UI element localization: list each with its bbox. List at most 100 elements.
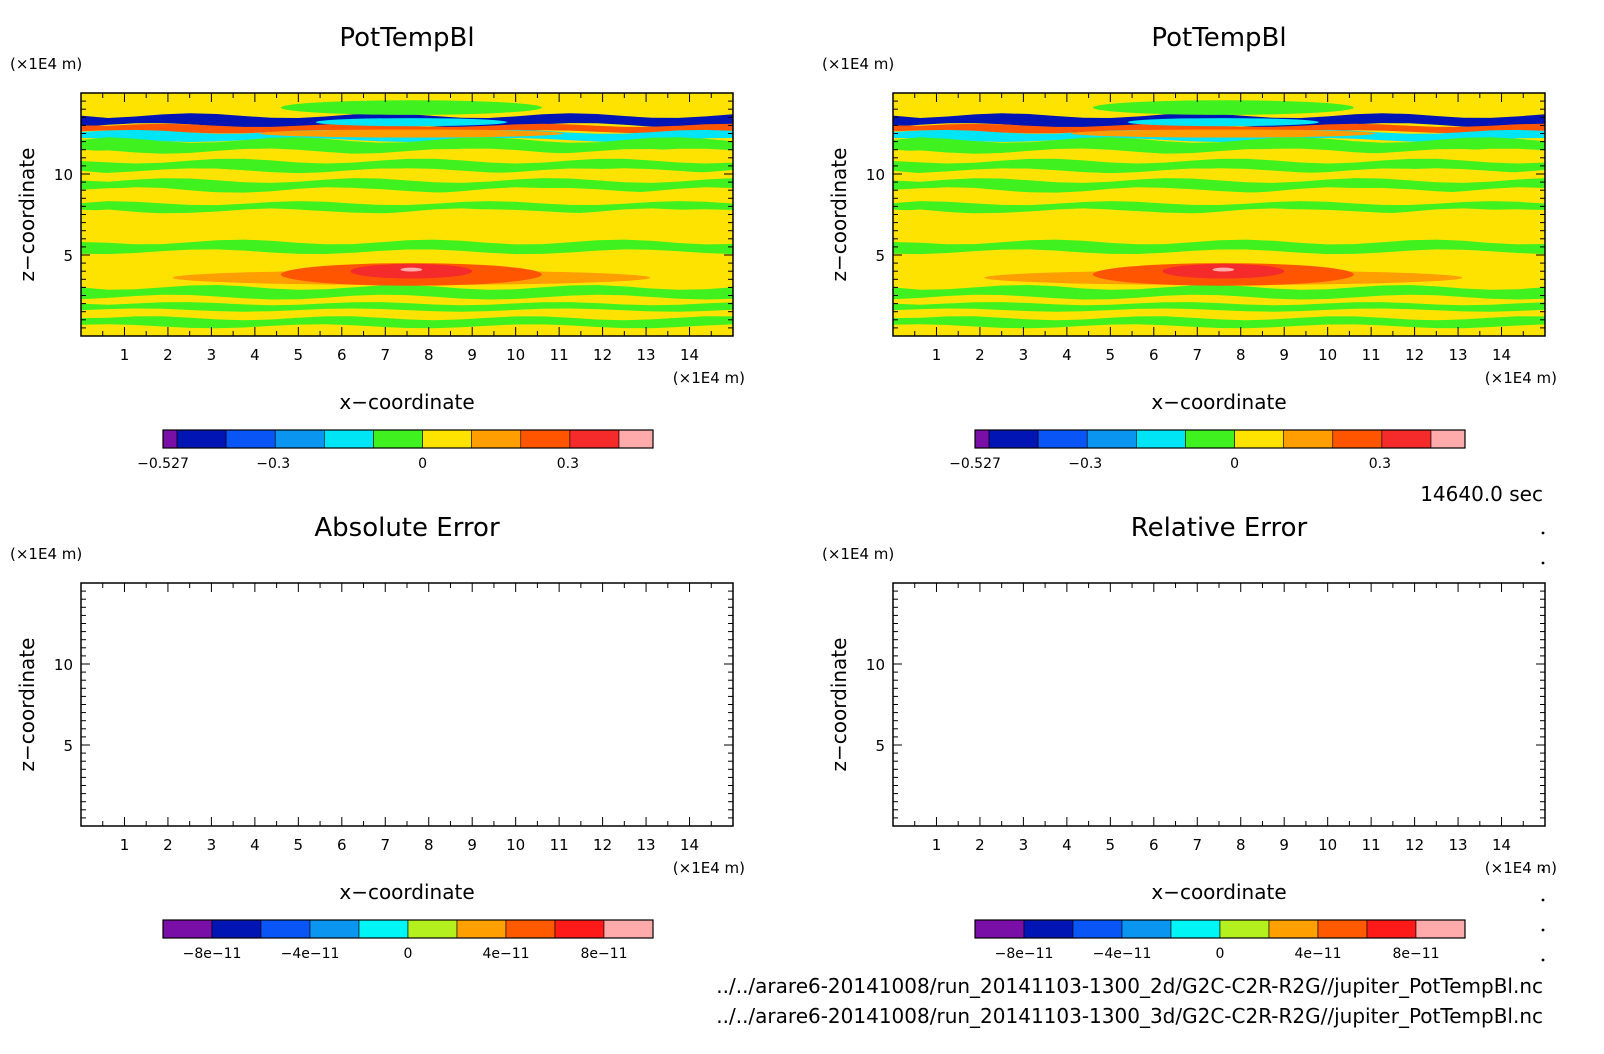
- x-tick-label: 5: [294, 836, 304, 854]
- y-tick-label: 5: [63, 737, 73, 755]
- file-path-2d: ../../arare6-20141008/run_20141103-1300_…: [716, 974, 1543, 998]
- x-tick-label: 10: [1318, 346, 1337, 364]
- x-tick-label: 8: [1236, 836, 1246, 854]
- colorbar-segment: [225, 429, 276, 449]
- x-unit-label: (×1E4 m): [1485, 859, 1557, 877]
- contour-blob: [1212, 267, 1235, 272]
- x-unit-label: (×1E4 m): [1485, 369, 1557, 387]
- colorbar-segment: [176, 429, 227, 449]
- x-unit-label: (×1E4 m): [673, 369, 745, 387]
- colorbar-tick-label: −0.527: [949, 456, 1001, 472]
- contour-band: [893, 285, 1545, 300]
- z-unit-label: (×1E4 m): [10, 545, 82, 563]
- panel-title: PotTempBl: [1151, 23, 1286, 53]
- colorbar-segment: [974, 919, 1025, 939]
- x-tick-label: 14: [680, 836, 699, 854]
- colorbar-tick-label: 0: [1230, 456, 1239, 472]
- edge-dot: [1541, 898, 1545, 902]
- colorbar-tick-label: 0.3: [557, 456, 579, 472]
- colorbar-segment: [162, 429, 178, 449]
- contour-blob: [259, 129, 564, 138]
- colorbar-segment: [1415, 919, 1466, 939]
- contour-field: [81, 583, 733, 826]
- x-tick-label: 7: [1192, 346, 1202, 364]
- colorbar: −0.527 −0.3 0 0.3: [137, 429, 654, 472]
- contour-field: [893, 583, 1545, 826]
- y-tick-label: 10: [54, 166, 73, 184]
- contour-band: [81, 123, 733, 134]
- colorbar-segment: [1219, 919, 1270, 939]
- x-tick-label: 12: [1405, 346, 1424, 364]
- colorbar-frame: [974, 919, 1466, 939]
- x-tick-label: 8: [424, 346, 434, 364]
- z-unit-label: (×1E4 m): [822, 55, 894, 73]
- panel-title: Absolute Error: [314, 513, 500, 543]
- contour-blob: [1092, 100, 1354, 115]
- edge-dot: [1541, 868, 1545, 872]
- x-tick-label: 3: [207, 836, 217, 854]
- x-tick-label: 7: [1192, 836, 1202, 854]
- colorbar-segment: [1170, 919, 1221, 939]
- x-tick-label: 13: [637, 836, 656, 854]
- contour-band: [81, 285, 733, 300]
- colorbar-segment: [520, 429, 571, 449]
- colorbar-segment: [1268, 919, 1319, 939]
- contour-band: [893, 239, 1545, 255]
- x-tick-label: 4: [1062, 346, 1072, 364]
- colorbar-tick-label: 0: [1216, 946, 1225, 962]
- x-tick-label: 2: [163, 836, 173, 854]
- x-tick-label: 2: [975, 346, 985, 364]
- contour-band: [81, 187, 733, 207]
- colorbar-segment: [162, 919, 213, 939]
- colorbar-tick-label: 0: [418, 456, 427, 472]
- contour-band: [893, 316, 1545, 329]
- contour-blob: [1127, 118, 1319, 127]
- colorbar-tick-label: −8e−11: [995, 946, 1054, 962]
- y-axis-label: z−coordinate: [15, 638, 39, 772]
- colorbar-frame: [162, 919, 654, 939]
- colorbar-segment: [1283, 429, 1334, 449]
- x-tick-label: 10: [506, 346, 525, 364]
- time-label: 14640.0 sec: [1420, 482, 1543, 506]
- file-path-3d: ../../arare6-20141008/run_20141103-1300_…: [716, 1004, 1543, 1028]
- colorbar-tick-label: 8e−11: [580, 946, 627, 962]
- contour-band: [893, 123, 1545, 134]
- field-background: [81, 583, 733, 826]
- edge-dot: [1541, 958, 1545, 962]
- colorbar-segment: [1023, 919, 1074, 939]
- colorbar-segment: [1381, 429, 1432, 449]
- colorbar-frame: [162, 429, 654, 449]
- z-unit-label: (×1E4 m): [10, 55, 82, 73]
- colorbar-tick-label: −0.3: [256, 456, 290, 472]
- y-tick-label: 5: [63, 247, 73, 265]
- panel-3: Absolute Error(×1E4 m)1 2 3 4 5 6 7 8 9 10 11 12 13 1…: [10, 513, 745, 962]
- colorbar-segment: [324, 429, 374, 449]
- edge-dot: [1541, 561, 1545, 565]
- contour-band: [81, 178, 733, 193]
- colorbar-segment: [505, 919, 556, 939]
- x-tick-label: 14: [1492, 346, 1511, 364]
- contour-band: [81, 149, 733, 164]
- colorbar-segment: [1234, 429, 1284, 449]
- x-tick-label: 8: [1236, 346, 1246, 364]
- x-tick-label: 5: [294, 346, 304, 364]
- colorbar-segment: [373, 429, 423, 449]
- y-axis-label: z−coordinate: [827, 638, 851, 772]
- x-tick-label: 13: [637, 346, 656, 364]
- panel-4: Relative Error(×1E4 m)1 2 3 4 5 6 7 8 9 10 11 12 13 1…: [822, 513, 1557, 962]
- colorbar-segment: [618, 429, 654, 449]
- y-tick-label: 10: [54, 656, 73, 674]
- x-tick-label: 3: [1019, 836, 1029, 854]
- edge-dot: [1541, 928, 1545, 932]
- colorbar-segment: [260, 919, 311, 939]
- contour-field: [81, 93, 733, 336]
- colorbar-segment: [1037, 429, 1088, 449]
- contour-band: [893, 187, 1545, 207]
- x-tick-label: 9: [467, 836, 477, 854]
- colorbar-segment: [603, 919, 654, 939]
- x-tick-label: 1: [932, 346, 942, 364]
- x-tick-label: 7: [380, 836, 390, 854]
- y-axis-label: z−coordinate: [827, 148, 851, 282]
- contour-band: [81, 316, 733, 329]
- contour-band: [893, 168, 1545, 183]
